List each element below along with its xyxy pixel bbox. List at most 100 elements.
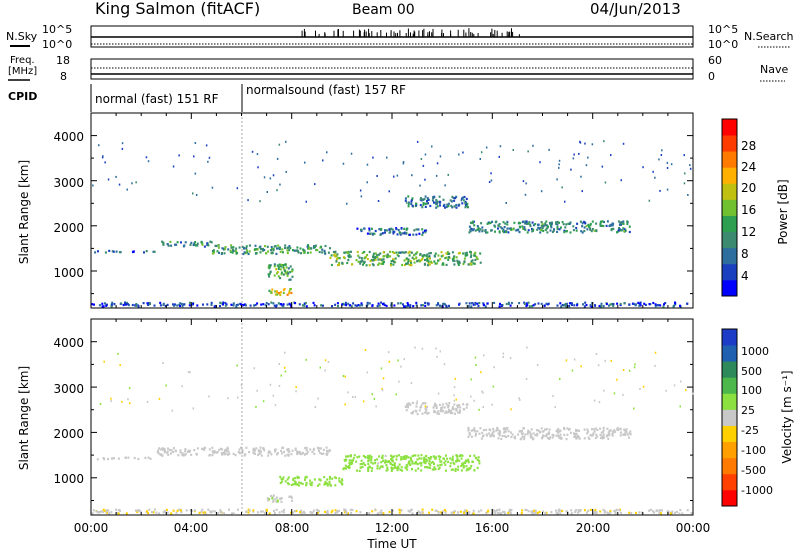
- power-cell: [465, 251, 468, 254]
- velocity-cell: [548, 431, 551, 434]
- velocity-cell: [552, 434, 555, 437]
- velocity-cell: [115, 508, 118, 511]
- velocity-cell: [200, 510, 203, 513]
- power-cell: [447, 173, 449, 176]
- power-cell: [419, 252, 422, 256]
- power-cell: [348, 256, 351, 259]
- power-cell: [333, 254, 336, 257]
- power-cell: [564, 200, 566, 203]
- velocity-cell: [377, 462, 380, 465]
- power-cell: [334, 303, 337, 306]
- power-cell: [556, 220, 559, 224]
- velocity-cell: [545, 428, 548, 431]
- power-cell: [242, 252, 245, 256]
- velocity-cell: [272, 499, 275, 502]
- velocity-cell: [221, 448, 224, 451]
- power-cell: [377, 263, 380, 266]
- velocity-cell: [465, 465, 468, 468]
- power-cell: [200, 241, 203, 244]
- velocity-cell: [613, 392, 616, 395]
- power-cell: [267, 273, 270, 276]
- velocity-cell: [317, 397, 319, 400]
- velocity-cell: [405, 409, 408, 412]
- velocity-cell: [338, 509, 341, 512]
- velocity-cell: [559, 436, 562, 439]
- velocity-cell: [390, 459, 393, 462]
- power-cell: [689, 164, 691, 167]
- power-cell: [166, 303, 169, 306]
- power-cell: [342, 162, 345, 165]
- velocity-cell: [288, 450, 291, 453]
- power-cell: [210, 301, 213, 304]
- power-cell: [442, 198, 445, 201]
- power-cell: [567, 222, 570, 225]
- velocity-cell: [659, 512, 662, 515]
- velocity-cell: [415, 402, 418, 405]
- velocity-cell: [367, 457, 369, 460]
- velocity-cell: [284, 351, 286, 354]
- power-cell: [508, 227, 511, 230]
- power-cell: [179, 302, 182, 305]
- power-cell: [396, 254, 399, 257]
- power-cell: [427, 262, 430, 265]
- power-cell: [424, 231, 427, 234]
- velocity-cell: [148, 508, 151, 511]
- power-ytick-2000: 2000: [53, 221, 84, 235]
- power-cell: [91, 303, 94, 306]
- power-cell: [343, 256, 345, 259]
- power-cell: [289, 278, 292, 281]
- power-cell: [169, 240, 172, 243]
- velocity-cell: [391, 456, 394, 459]
- power-cell: [589, 304, 592, 307]
- power-cell: [444, 184, 446, 187]
- velocity-cell: [463, 461, 466, 464]
- power-cell: [372, 252, 375, 255]
- velocity-cell: [493, 509, 495, 512]
- power-cell: [131, 303, 134, 307]
- velocity-cell: [259, 449, 262, 452]
- power-cell: [350, 152, 353, 155]
- power-cell: [346, 261, 349, 265]
- power-cell: [457, 262, 460, 265]
- power-cell: [206, 242, 209, 245]
- velocity-cell: [505, 436, 508, 439]
- power-cell: [245, 247, 248, 250]
- velocity-cell: [485, 428, 488, 431]
- velocity-cell: [381, 457, 384, 460]
- velocity-cell: [464, 459, 467, 462]
- velocity-cell: [234, 454, 237, 457]
- power-cell: [407, 203, 410, 206]
- velocity-cell: [609, 429, 612, 432]
- velocity-cell: [127, 398, 129, 401]
- power-cell: [551, 230, 554, 234]
- velocity-cell: [492, 435, 495, 438]
- velocity-cell: [403, 358, 405, 361]
- power-cell: [450, 200, 453, 203]
- power-cell: [405, 262, 407, 265]
- power-cell: [236, 251, 239, 255]
- velocity-cell: [599, 436, 602, 439]
- velocity-cell: [548, 428, 551, 431]
- power-cell: [600, 302, 603, 305]
- velocity-cell: [595, 511, 598, 514]
- velocity-cell: [191, 509, 194, 512]
- velocity-cell: [219, 510, 222, 513]
- power-cell: [570, 302, 573, 305]
- power-cell: [584, 301, 587, 304]
- velocity-cell: [498, 512, 501, 515]
- velocity-cell: [201, 508, 204, 511]
- colorbar-swatch: [722, 183, 737, 200]
- power-cell: [558, 163, 560, 166]
- velocity-cell: [323, 483, 326, 486]
- power-cell: [528, 305, 531, 308]
- velocity-cell: [576, 436, 579, 439]
- velocity-cell: [481, 390, 483, 393]
- power-cell: [486, 231, 489, 234]
- velocity-cell: [433, 466, 436, 469]
- power-cell: [320, 304, 323, 307]
- power-cell: [439, 201, 442, 204]
- power-cell: [344, 251, 347, 254]
- power-cell: [271, 247, 273, 250]
- velocity-cell: [313, 478, 316, 481]
- power-ytick-4000: 4000: [53, 130, 84, 144]
